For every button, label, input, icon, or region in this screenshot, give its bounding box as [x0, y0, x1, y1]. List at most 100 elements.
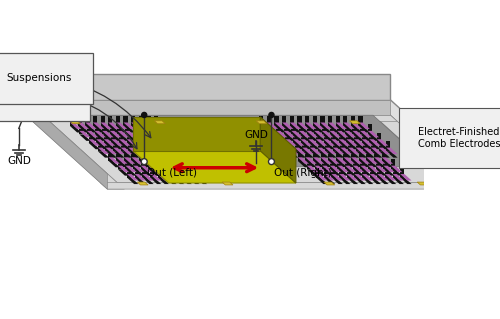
Polygon shape: [307, 159, 311, 169]
Polygon shape: [348, 148, 360, 154]
Polygon shape: [356, 141, 360, 151]
Polygon shape: [339, 143, 350, 149]
Polygon shape: [170, 151, 174, 161]
Polygon shape: [345, 159, 350, 169]
Polygon shape: [96, 143, 108, 149]
Polygon shape: [165, 178, 176, 184]
Polygon shape: [336, 122, 347, 129]
Polygon shape: [127, 167, 132, 178]
Polygon shape: [351, 122, 362, 129]
Polygon shape: [373, 115, 472, 189]
Polygon shape: [154, 122, 166, 129]
Polygon shape: [267, 122, 278, 129]
Polygon shape: [131, 122, 142, 129]
Polygon shape: [26, 74, 390, 100]
Polygon shape: [370, 139, 380, 146]
Polygon shape: [322, 124, 326, 134]
Polygon shape: [313, 157, 324, 164]
Polygon shape: [127, 178, 138, 184]
Polygon shape: [360, 124, 364, 134]
Polygon shape: [324, 182, 334, 185]
Polygon shape: [320, 151, 325, 161]
Polygon shape: [138, 122, 150, 129]
Polygon shape: [348, 151, 360, 158]
Polygon shape: [140, 166, 152, 172]
Polygon shape: [124, 126, 135, 132]
Polygon shape: [316, 167, 320, 178]
Polygon shape: [108, 161, 120, 167]
Polygon shape: [366, 157, 378, 164]
Polygon shape: [112, 143, 123, 149]
Polygon shape: [293, 143, 304, 149]
Polygon shape: [302, 151, 314, 158]
Polygon shape: [366, 161, 378, 167]
Polygon shape: [133, 117, 260, 151]
Text: Suspensions: Suspensions: [7, 73, 72, 84]
Polygon shape: [116, 151, 120, 161]
Polygon shape: [146, 116, 150, 126]
Polygon shape: [382, 157, 393, 164]
Polygon shape: [345, 131, 356, 137]
Polygon shape: [70, 121, 80, 124]
Polygon shape: [386, 148, 398, 154]
Circle shape: [141, 159, 147, 165]
Polygon shape: [340, 151, 352, 158]
Polygon shape: [305, 126, 316, 132]
Polygon shape: [299, 131, 310, 137]
Polygon shape: [93, 122, 104, 129]
Polygon shape: [110, 131, 121, 137]
Polygon shape: [158, 143, 168, 149]
Polygon shape: [182, 151, 193, 158]
Polygon shape: [126, 143, 138, 149]
Polygon shape: [110, 134, 121, 141]
Polygon shape: [108, 157, 120, 164]
Polygon shape: [50, 106, 448, 167]
Polygon shape: [306, 134, 318, 141]
Polygon shape: [173, 167, 177, 178]
Polygon shape: [118, 131, 129, 137]
Polygon shape: [26, 115, 124, 189]
Polygon shape: [306, 151, 310, 161]
Polygon shape: [26, 100, 472, 174]
Polygon shape: [352, 169, 364, 176]
Polygon shape: [294, 151, 306, 158]
Polygon shape: [150, 139, 161, 146]
Polygon shape: [140, 169, 152, 176]
Polygon shape: [392, 174, 404, 181]
Polygon shape: [339, 167, 344, 178]
Polygon shape: [314, 134, 326, 141]
Polygon shape: [313, 161, 324, 167]
Polygon shape: [377, 133, 381, 143]
Polygon shape: [385, 178, 396, 184]
Polygon shape: [104, 133, 108, 143]
Polygon shape: [286, 143, 296, 149]
Polygon shape: [358, 122, 370, 129]
Polygon shape: [362, 139, 373, 146]
Polygon shape: [100, 126, 112, 132]
Polygon shape: [286, 133, 290, 143]
Polygon shape: [188, 178, 200, 184]
Polygon shape: [126, 159, 130, 169]
Polygon shape: [354, 167, 358, 178]
Polygon shape: [259, 116, 264, 126]
Polygon shape: [88, 139, 100, 146]
Polygon shape: [352, 131, 364, 137]
Polygon shape: [172, 139, 184, 146]
Polygon shape: [128, 151, 140, 158]
Polygon shape: [131, 116, 136, 126]
Polygon shape: [324, 167, 328, 178]
Polygon shape: [324, 139, 335, 146]
Polygon shape: [391, 159, 395, 169]
Polygon shape: [140, 159, 145, 169]
Polygon shape: [173, 174, 184, 181]
Polygon shape: [142, 143, 154, 149]
Polygon shape: [364, 141, 368, 151]
Polygon shape: [138, 116, 143, 126]
Polygon shape: [368, 169, 380, 176]
Polygon shape: [126, 166, 137, 172]
Polygon shape: [106, 141, 110, 151]
Polygon shape: [386, 151, 398, 158]
Polygon shape: [146, 161, 158, 167]
Polygon shape: [150, 133, 154, 143]
Polygon shape: [177, 157, 188, 164]
